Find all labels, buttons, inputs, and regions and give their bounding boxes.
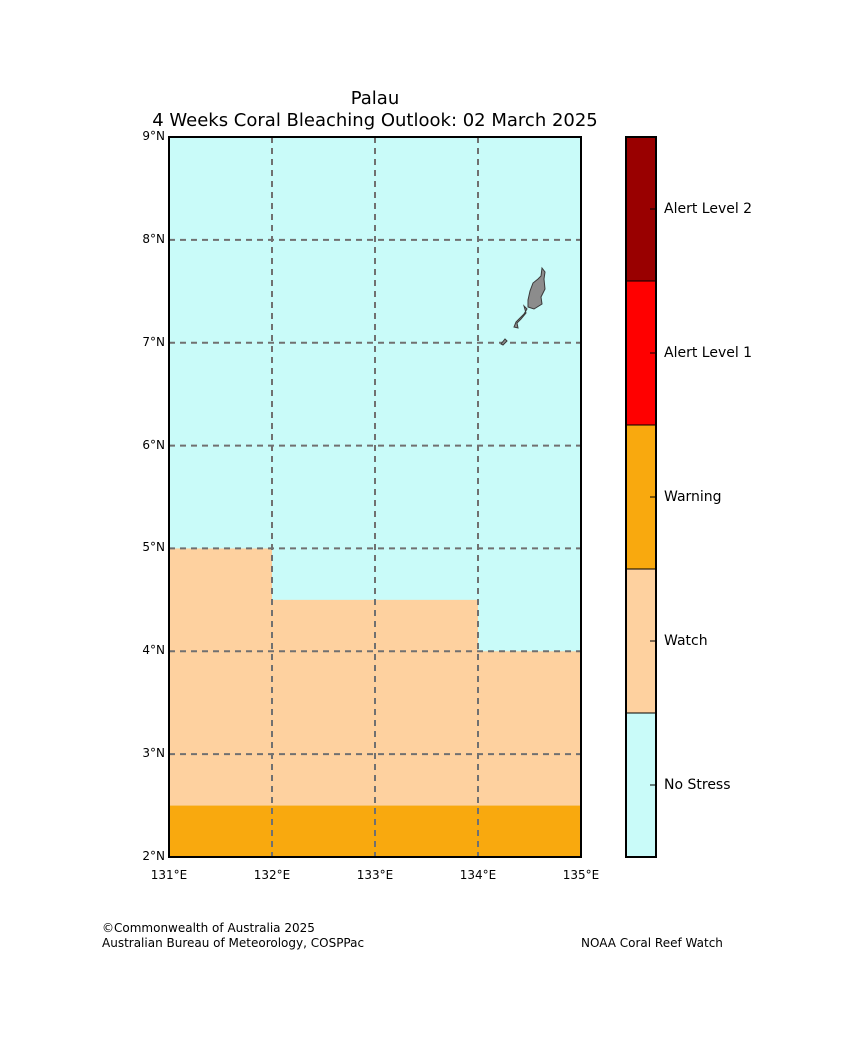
longitude-tick-label: 133°E (356, 868, 394, 882)
map-subtitle: 4 Weeks Coral Bleaching Outlook: 02 Marc… (152, 110, 598, 131)
longitude-tick-label: 135°E (562, 868, 600, 882)
latitude-axis: 9°N 8°N 7°N 6°N 5°N 4°N 3°N 2°N (0, 0, 165, 1052)
latitude-tick-label: 4°N (142, 643, 165, 658)
latitude-tick-label: 3°N (142, 746, 165, 761)
palau-southern-islet-icon (500, 338, 508, 346)
longitude-tick-label: 134°E (459, 868, 497, 882)
palau-island-icon (527, 266, 546, 310)
colorbar-label: Alert Level 1 (664, 345, 753, 361)
palau-islet-chain-icon (513, 304, 528, 329)
colorbar-label: Alert Level 2 (664, 201, 753, 217)
colorbar-label: Watch (664, 633, 708, 649)
latitude-tick-label: 6°N (142, 437, 165, 452)
map-frame (168, 136, 582, 858)
latitude-tick-label: 5°N (142, 540, 165, 555)
copyright-text: ©Commonwealth of Australia 2025 (102, 921, 315, 935)
colorbar-label: Warning (664, 489, 722, 505)
partner-text: NOAA Coral Reef Watch (581, 936, 723, 950)
watch-region (478, 651, 581, 806)
latitude-tick-label: 7°N (142, 334, 165, 349)
organization-text: Australian Bureau of Meteorology, COSPPa… (102, 936, 365, 950)
longitude-tick-label: 131°E (150, 868, 188, 882)
watch-region (169, 548, 272, 806)
map-regions (169, 137, 581, 857)
map-title: Palau (350, 88, 400, 109)
latitude-tick-label: 9°N (142, 129, 165, 143)
latitude-tick-label: 8°N (142, 231, 165, 246)
colorbar (625, 136, 657, 858)
longitude-tick-label: 132°E (253, 868, 291, 882)
colorbar-label: No Stress (664, 777, 731, 793)
latitude-tick-label: 2°N (142, 849, 165, 863)
colorbar-frame (625, 136, 657, 858)
